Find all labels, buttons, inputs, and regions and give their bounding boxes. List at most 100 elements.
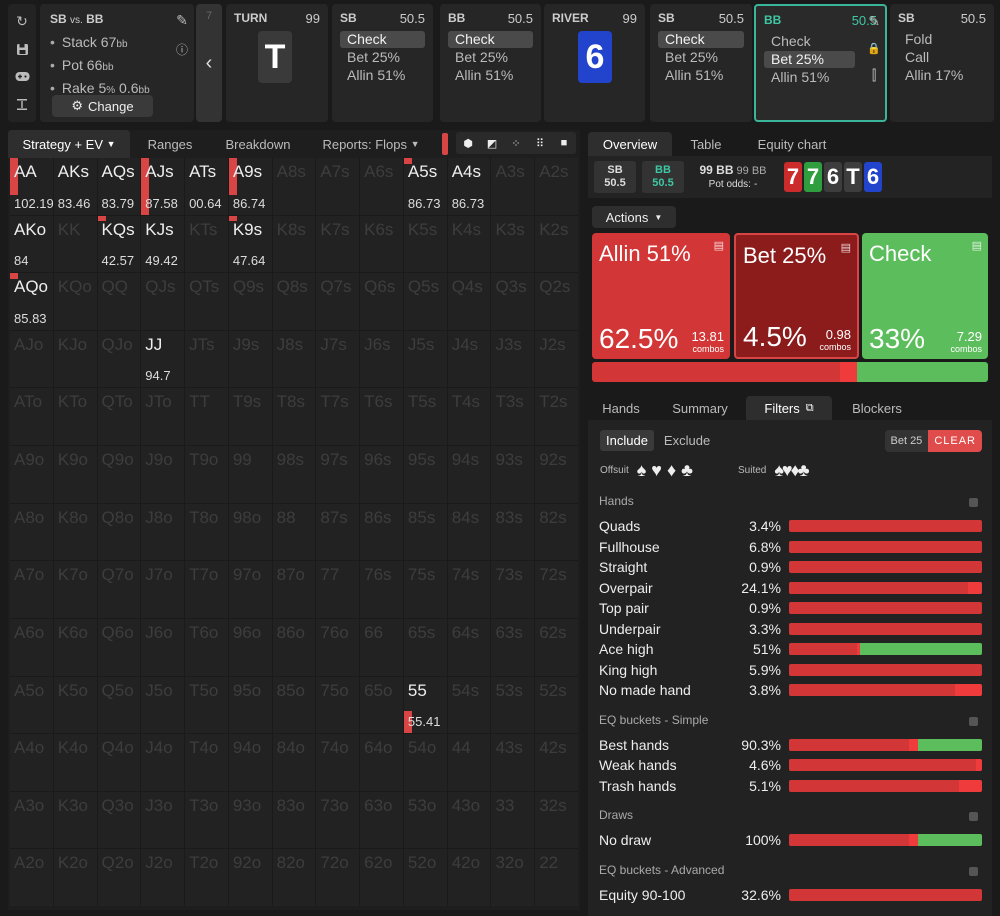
grid-icon[interactable]: ⠿ [535, 137, 545, 150]
hand-cell[interactable]: 72s [535, 561, 578, 618]
hand-cell[interactable]: 64o [360, 734, 403, 791]
hand-cell[interactable]: 95o [228, 676, 272, 734]
hand-cell[interactable]: A8s [272, 158, 316, 215]
gamepad-icon[interactable] [11, 66, 33, 88]
hand-cell[interactable]: 93o [228, 791, 272, 849]
hand-cell[interactable]: J7s [316, 330, 360, 388]
hand-cell[interactable]: Q3s [491, 273, 535, 330]
hand-cell[interactable]: 33 [491, 791, 535, 849]
hand-cell[interactable]: J9o [141, 446, 185, 503]
hand-cell[interactable]: Q2o [97, 849, 141, 906]
hand-cell[interactable]: 72o [316, 849, 360, 906]
tree-node-sb[interactable]: SB 50.5 Check Bet 25% Allin 51% [650, 4, 752, 122]
hand-cell[interactable]: A5o [10, 676, 53, 734]
clear-button[interactable]: CLEAR [928, 430, 982, 452]
node-action[interactable]: Bet 25% [347, 49, 400, 65]
hand-cell[interactable]: 96s [360, 446, 403, 503]
tab-summary[interactable]: Summary [654, 396, 746, 420]
hand-cell[interactable]: 53o [403, 791, 447, 849]
node-action[interactable]: Check [771, 33, 811, 49]
hand-cell[interactable]: Q3o [97, 791, 141, 849]
hand-cell[interactable]: J2s [535, 330, 578, 388]
tree-node-sb[interactable]: SB 50.5 Check Bet 25% Allin 51% [332, 4, 433, 122]
hand-cell[interactable]: T4o [185, 734, 228, 791]
hand-cell[interactable]: J2o [141, 849, 185, 906]
hand-cell[interactable]: 62s [535, 618, 578, 676]
info-icon[interactable]: ⓘ [175, 43, 188, 57]
hand-cell[interactable]: J6o [141, 618, 185, 676]
actions-dropdown[interactable]: Actions ▼ [592, 206, 676, 228]
filter-row[interactable]: Overpair 24.1% [599, 578, 982, 598]
hand-cell[interactable]: 42s [535, 734, 578, 791]
hand-cell[interactable]: 74s [447, 561, 491, 618]
hand-cell[interactable]: T7o [185, 561, 228, 618]
hand-cell[interactable]: 52s [535, 676, 578, 734]
node-action[interactable]: Bet 25% [764, 51, 855, 68]
filter-row[interactable]: Equity 90-100 32.6% [599, 885, 982, 905]
hand-cell[interactable]: A7o [10, 561, 53, 618]
hand-cell[interactable]: KK [53, 215, 97, 273]
hand-cell[interactable]: K9o [53, 446, 97, 503]
hand-cell[interactable]: 75o [316, 676, 360, 734]
node-action[interactable]: Allin 17% [905, 67, 964, 83]
node-action[interactable]: Allin 51% [455, 67, 514, 83]
hand-cell[interactable]: AJo [10, 330, 53, 388]
hand-cell[interactable]: QJo [97, 330, 141, 388]
cube-icon[interactable]: ⬢ [463, 137, 473, 150]
hand-cell[interactable]: K4s [447, 215, 491, 273]
hand-cell[interactable]: 32s [535, 791, 578, 849]
filter-row[interactable]: Trash hands 5.1% [599, 776, 982, 796]
hand-cell[interactable]: J4o [141, 734, 185, 791]
node-action[interactable]: Allin 51% [347, 67, 406, 83]
hand-cell[interactable]: 52o [403, 849, 447, 906]
hand-cell[interactable]: K9s 47.64 [228, 215, 272, 273]
hand-cell[interactable]: J7o [141, 561, 185, 618]
hand-cell[interactable]: Q5s [403, 273, 447, 330]
action-box[interactable]: Check ▤ 33% 7.29 combos [862, 233, 988, 359]
suited-suit-icons[interactable]: ♠♥♦♣ [774, 460, 809, 480]
hand-cell[interactable]: 63s [491, 618, 535, 676]
hand-cell[interactable]: A7s [316, 158, 360, 215]
hand-cell[interactable]: KQs 42.57 [97, 215, 141, 273]
hand-cell[interactable]: 65s [403, 618, 447, 676]
hand-cell[interactable]: 97s [316, 446, 360, 503]
tab-equity-chart[interactable]: Equity chart [740, 132, 844, 156]
hand-cell[interactable]: T9s [228, 388, 272, 446]
hand-cell[interactable]: 94s [447, 446, 491, 503]
hand-cell[interactable]: T9o [185, 446, 228, 503]
tree-node-river[interactable]: RIVER 99 6 [544, 4, 645, 122]
tab-reports-flops[interactable]: Reports: Flops ▼ [306, 130, 436, 158]
hand-cell[interactable]: 64s [447, 618, 491, 676]
hand-cell[interactable]: 66 [360, 618, 403, 676]
section-checkbox[interactable] [969, 716, 978, 726]
hand-cell[interactable]: T5s [403, 388, 447, 446]
hand-cell[interactable]: Q7o [97, 561, 141, 618]
hand-cell[interactable]: K2s [535, 215, 578, 273]
hand-cell[interactable]: 88 [272, 503, 316, 561]
square-icon[interactable]: ■ [560, 137, 568, 149]
filter-row[interactable]: Ace high 51% [599, 639, 982, 659]
hand-cell[interactable]: J4s [447, 330, 491, 388]
hand-cell[interactable]: A3s [491, 158, 535, 215]
hand-cell[interactable]: Q9s [228, 273, 272, 330]
hand-cell[interactable]: 86o [272, 618, 316, 676]
hand-cell[interactable]: 99 [228, 446, 272, 503]
hand-cell[interactable]: K8s [272, 215, 316, 273]
hand-cell[interactable]: JJ 94.7 [141, 330, 185, 388]
hand-cell[interactable]: K7s [316, 215, 360, 273]
hand-cell[interactable]: J8o [141, 503, 185, 561]
hand-cell[interactable]: 87o [272, 561, 316, 618]
hand-cell[interactable]: 98s [272, 446, 316, 503]
hand-cell[interactable]: 83o [272, 791, 316, 849]
node-action[interactable]: Check [448, 31, 533, 48]
hand-cell[interactable]: J5o [141, 676, 185, 734]
include-button[interactable]: Include [600, 430, 654, 451]
hand-cell[interactable]: 55 55.41 [403, 676, 447, 734]
hand-cell[interactable]: 95s [403, 446, 447, 503]
pencil-icon[interactable]: ✎ [176, 12, 188, 28]
save-icon[interactable] [11, 38, 33, 60]
hand-cell[interactable]: K5s [403, 215, 447, 273]
hand-cell[interactable]: 93s [491, 446, 535, 503]
hand-cell[interactable]: K8o [53, 503, 97, 561]
hand-cell[interactable]: 75s [403, 561, 447, 618]
